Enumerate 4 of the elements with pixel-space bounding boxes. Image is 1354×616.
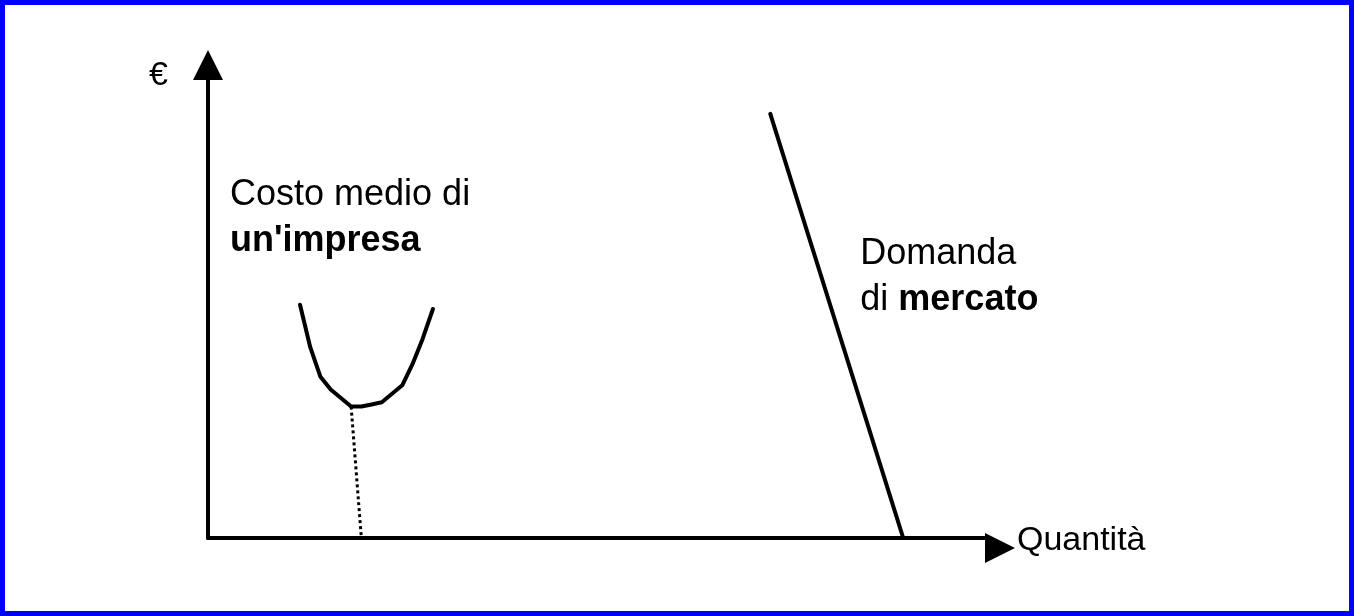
series-label: Domanda di mercato: [860, 231, 1039, 319]
series-label: Costo medio di un'impresa: [230, 172, 471, 260]
y-axis-title: €: [149, 54, 169, 92]
x-axis-title: Quantità: [1017, 519, 1146, 557]
